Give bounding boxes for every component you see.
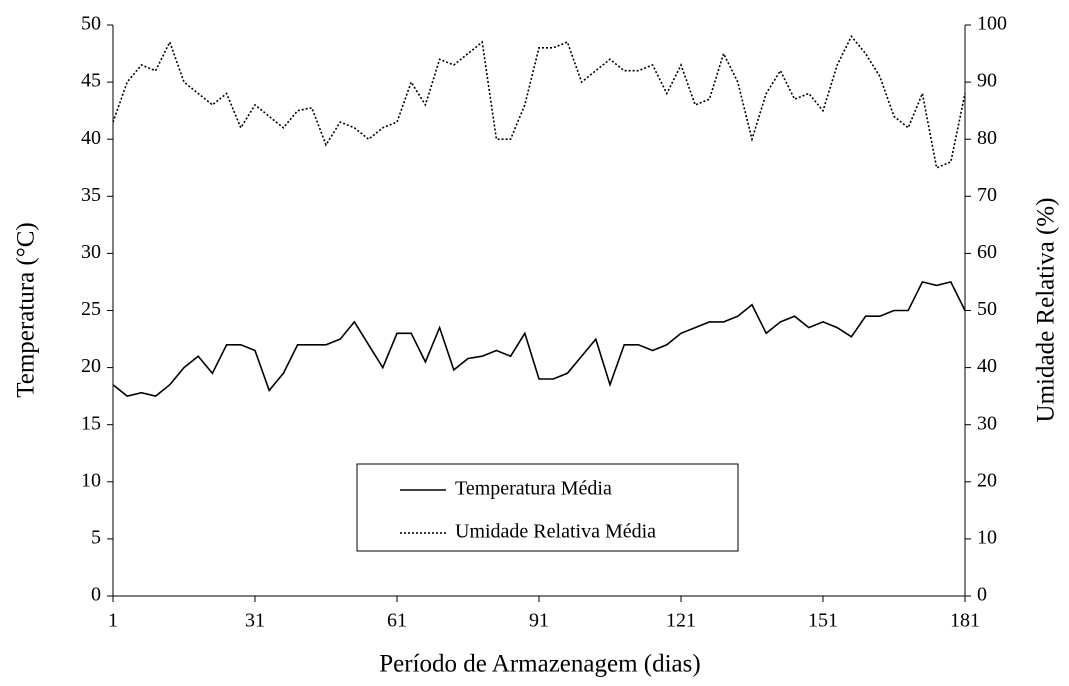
- y2-tick-label: 40: [977, 355, 997, 377]
- x-tick-label: 31: [245, 610, 265, 632]
- y-axis-label: Temperatura (°C): [13, 222, 40, 398]
- y-tick-label: 15: [81, 412, 101, 434]
- y-tick-label: 30: [81, 241, 101, 263]
- y2-tick-label: 0: [977, 584, 987, 606]
- y2-axis-label: Umidade Relativa (%): [1033, 198, 1060, 423]
- y2-tick-label: 20: [977, 469, 997, 491]
- y2-tick-label: 100: [977, 13, 1007, 35]
- x-tick-label: 121: [666, 610, 696, 632]
- series-line: [112, 34, 966, 169]
- y2-tick-label: 10: [977, 526, 997, 548]
- y2-tick-label: 50: [977, 298, 997, 320]
- y-tick-label: 20: [81, 355, 101, 377]
- x-tick-label: 181: [950, 610, 980, 632]
- x-tick-label: 151: [808, 610, 838, 632]
- y2-tick-label: 60: [977, 241, 997, 263]
- y-tick-label: 25: [81, 298, 101, 320]
- y-tick-label: 5: [91, 526, 101, 548]
- series-line: [112, 280, 966, 397]
- y2-tick-label: 90: [977, 70, 997, 92]
- y-tick-label: 10: [81, 469, 101, 491]
- x-axis-label: Período de Armazenagem (dias): [379, 651, 700, 678]
- y2-tick-label: 30: [977, 412, 997, 434]
- y-tick-label: 50: [81, 13, 101, 35]
- x-tick-label: 61: [387, 610, 407, 632]
- legend: [356, 463, 739, 552]
- y2-tick-label: 80: [977, 127, 997, 149]
- y2-tick-label: 70: [977, 184, 997, 206]
- y-tick-label: 35: [81, 184, 101, 206]
- legend-label: Temperatura Média: [455, 478, 612, 500]
- x-tick-label: 91: [529, 610, 549, 632]
- y-tick-label: 0: [91, 584, 101, 606]
- y-tick-label: 45: [81, 70, 101, 92]
- x-tick-label: 1: [108, 610, 118, 632]
- y-tick-label: 40: [81, 127, 101, 149]
- legend-label: Umidade Relativa Média: [455, 521, 656, 543]
